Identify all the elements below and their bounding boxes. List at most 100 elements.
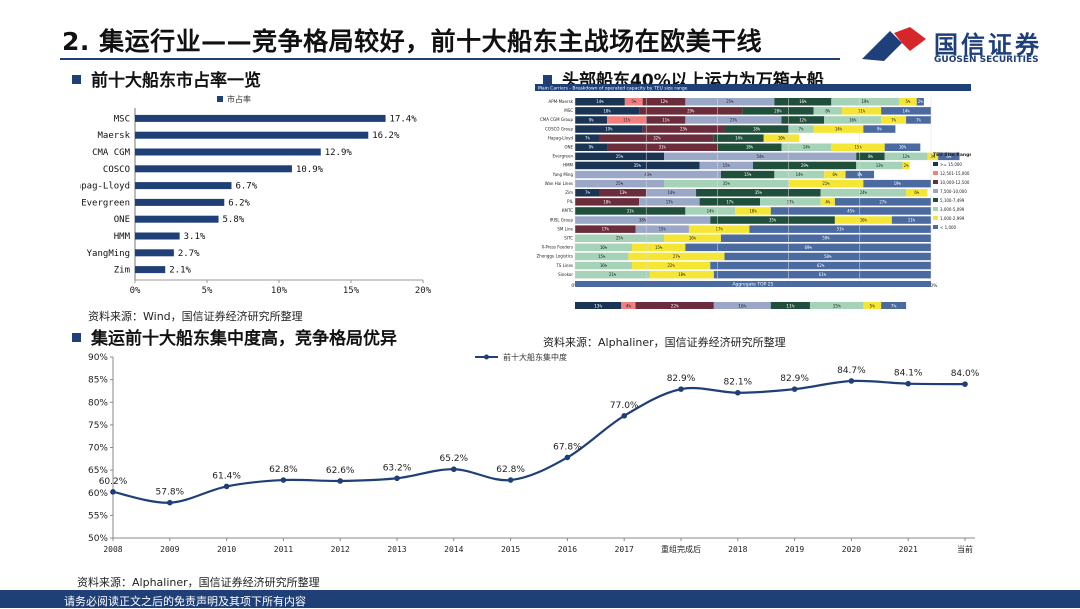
- bar: [135, 232, 180, 240]
- data-point: [791, 386, 798, 392]
- data-label: 84.7%: [837, 366, 866, 376]
- aggregate-segment: [621, 302, 636, 309]
- x-tick-label: 重组完成后: [661, 544, 701, 554]
- segment-label: 6%: [832, 172, 837, 177]
- segment-label: 16%: [849, 117, 857, 122]
- data-point: [962, 381, 968, 387]
- data-label: 65.2%: [440, 454, 469, 464]
- aggregate-value-label: 15%: [833, 304, 841, 310]
- stack-segment: [575, 270, 650, 279]
- data-point: [110, 489, 116, 495]
- segment-label: 3%: [930, 154, 935, 159]
- data-label: 17.4%: [390, 114, 418, 124]
- stack-segment: [881, 107, 931, 115]
- segment-label: 27%: [673, 254, 681, 259]
- segment-label: 19%: [605, 127, 613, 132]
- data-point: [905, 380, 911, 387]
- segment-label: 18%: [603, 199, 611, 204]
- segment-label: 16%: [689, 236, 697, 241]
- stack-segment: [813, 125, 864, 133]
- category-label: MSC: [114, 114, 130, 124]
- data-label: 6.2%: [228, 198, 250, 208]
- x-tick-label: 10%: [271, 286, 288, 296]
- category-label: ONE: [564, 145, 573, 150]
- stack-segment: [891, 216, 931, 224]
- stack-segment: [575, 98, 625, 106]
- segment-label: 27%: [879, 199, 887, 204]
- stack-segment: [688, 225, 750, 233]
- footer-bar: [0, 590, 1080, 608]
- stack-segment: [664, 234, 721, 242]
- segment-label: 14%: [735, 136, 743, 141]
- stack-segment: [788, 179, 864, 188]
- segment-label: 15%: [655, 245, 663, 250]
- segment-label: 18%: [746, 145, 754, 150]
- segment-label: 41%: [644, 172, 652, 177]
- stack-segment: [902, 161, 910, 170]
- stack-segment: [649, 270, 714, 279]
- segment-label: 17%: [716, 227, 724, 232]
- stack-segment: [631, 261, 711, 270]
- stack-segment: [685, 243, 931, 252]
- segment-label: 10%: [899, 145, 907, 150]
- data-label: 57.8%: [156, 488, 185, 498]
- stack-segment: [884, 152, 928, 161]
- y-tick-label: 75%: [88, 421, 108, 431]
- page-title: 2. 集运行业——竞争格局较好，前十大船东主战场在欧美干线: [62, 27, 763, 56]
- stack-segment: [927, 152, 939, 161]
- segment-label: 9%: [589, 117, 594, 122]
- segment-label: 7%: [916, 117, 921, 122]
- stack-segment: [575, 234, 664, 242]
- segment-label: 12%: [902, 154, 910, 159]
- data-label: 6.7%: [235, 182, 257, 192]
- segment-label: 8%: [825, 108, 830, 113]
- data-point: [280, 477, 287, 483]
- stack-segment: [906, 116, 931, 124]
- stack-segment: [664, 152, 857, 161]
- segment-label: 69%: [805, 245, 813, 250]
- data-label: 77.0%: [610, 401, 639, 411]
- bullet-square-icon: [543, 74, 552, 84]
- stack-segment: [720, 170, 775, 179]
- x-tick-label: 0%: [130, 286, 141, 296]
- stack-segment: [724, 125, 789, 133]
- stack-segment: [788, 125, 814, 133]
- stack-segment: [735, 207, 771, 215]
- segment-label: 45%: [847, 208, 855, 213]
- aggregate-segment: [881, 302, 907, 309]
- stack-segment: [713, 270, 931, 279]
- x-tick-label: 2015: [501, 545, 520, 554]
- stack-segment: [834, 198, 931, 206]
- legend-label: 市占率: [227, 94, 251, 104]
- stack-segment: [575, 107, 640, 115]
- segment-label: 14%: [803, 145, 811, 150]
- category-label: CMA CGM: [92, 148, 131, 158]
- legend-swatch: [933, 171, 938, 175]
- stack-segment: [639, 198, 700, 206]
- section-heading-text: 前十大船东市占率一览: [91, 71, 261, 91]
- legend-label: 1,000-2,999: [940, 216, 965, 221]
- stack-segment: [710, 261, 931, 270]
- x-tick-label: 15%: [343, 286, 360, 296]
- x-tick-label: 2014: [444, 545, 463, 554]
- legend-label: < 1,000: [940, 225, 957, 230]
- segment-label: 17%: [666, 199, 674, 204]
- stack-segment: [781, 116, 825, 124]
- logo-english-name: GUOSEN SECURITIES: [934, 55, 1039, 65]
- segment-label: 17%: [602, 227, 610, 232]
- category-label: SITC: [564, 236, 573, 241]
- data-point: [451, 466, 457, 473]
- stack-segment: [575, 261, 632, 270]
- stack-segment: [642, 98, 686, 106]
- y-tick-label: 90%: [88, 353, 108, 363]
- legend-swatch: [933, 189, 938, 193]
- aggregate-segment: [770, 302, 810, 309]
- segment-label: 6%: [914, 190, 919, 195]
- x-tick-label: 2008: [103, 545, 122, 554]
- stack-segment: [749, 225, 931, 233]
- series-line: [112, 379, 966, 504]
- x-tick-label: 2011: [274, 545, 293, 554]
- stack-segment: [717, 143, 782, 151]
- stack-segment: [831, 98, 899, 106]
- stack-segment: [575, 207, 686, 215]
